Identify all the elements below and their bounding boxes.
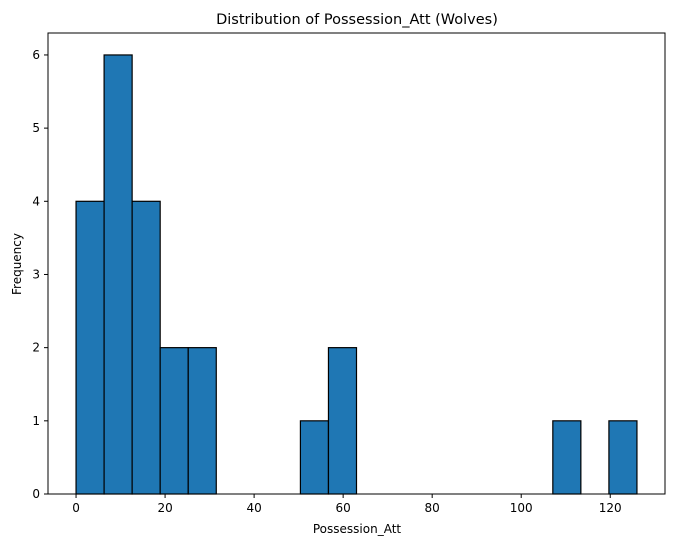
histogram-bar-8: [299, 420, 330, 495]
x-tick-label-1: 20: [157, 501, 172, 515]
chart-title: Distribution of Possession_Att (Wolves): [216, 12, 498, 28]
y-tick-label-3: 3: [32, 267, 40, 281]
histogram-bar-3: [159, 347, 189, 495]
histogram-bar-1: [103, 54, 133, 495]
x-tick-label-6: 120: [599, 501, 622, 515]
histogram-bar-9: [327, 347, 358, 495]
x-tick-label-4: 80: [425, 501, 440, 515]
x-tick-label-3: 60: [336, 501, 351, 515]
y-axis-label: Frequency: [10, 233, 24, 295]
y-tick-label-5: 5: [32, 121, 40, 135]
x-tick-label-2: 40: [246, 501, 261, 515]
y-tick-label-0: 0: [32, 487, 40, 501]
x-tick-label-5: 100: [510, 501, 533, 515]
histogram-bar-0: [75, 200, 105, 495]
plot-frame: [47, 32, 666, 495]
histogram-bar-2: [131, 200, 161, 495]
y-axis-ticks: 0 1 2 3 4 5 6: [32, 48, 48, 501]
x-tick-label-0: 0: [72, 501, 80, 515]
y-tick-label-1: 1: [32, 414, 40, 428]
x-axis-ticks: 0 20 40 60 80 100 120: [72, 494, 622, 515]
histogram-bar-17: [552, 420, 582, 495]
y-tick-label-4: 4: [32, 194, 40, 208]
y-tick-label-6: 6: [32, 48, 40, 62]
x-axis-label: Possession_Att: [313, 522, 402, 536]
y-tick-label-2: 2: [32, 341, 40, 355]
bars-group: [75, 54, 638, 495]
histogram-bar-4: [187, 347, 217, 495]
histogram-bar-19: [608, 420, 638, 495]
